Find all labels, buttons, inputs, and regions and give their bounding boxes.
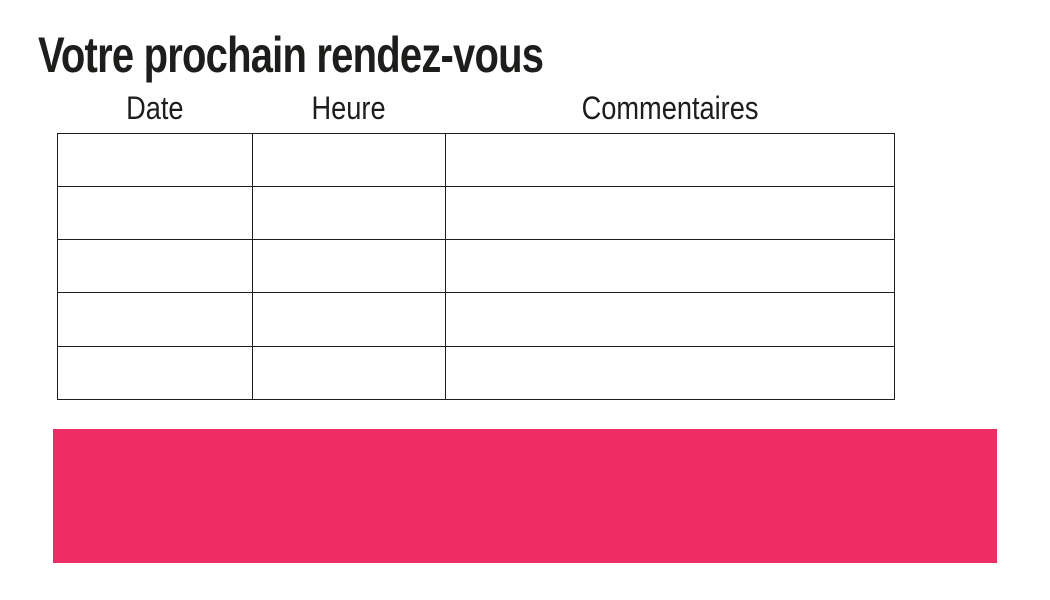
column-header-commentaires: Commentaires	[446, 90, 895, 133]
table-row	[57, 185, 895, 241]
table-body	[57, 132, 895, 400]
cell-commentaires	[445, 132, 895, 187]
appointments-table: Date Heure Commentaires	[57, 90, 895, 400]
column-header-heure: Heure	[253, 90, 446, 133]
cell-heure	[252, 132, 446, 187]
cell-commentaires	[445, 239, 895, 294]
table-row	[57, 239, 895, 294]
column-header-commentaires-label: Commentaires	[581, 89, 759, 126]
footer-accent-band	[53, 429, 997, 563]
cell-commentaires	[445, 345, 895, 400]
cell-date	[57, 292, 253, 347]
column-header-date: Date	[58, 90, 253, 133]
cell-commentaires	[445, 292, 895, 347]
cell-commentaires	[445, 185, 895, 241]
table-row	[57, 292, 895, 347]
column-header-heure-label: Heure	[311, 89, 387, 126]
cell-heure	[252, 185, 446, 241]
cell-heure	[252, 292, 446, 347]
column-header-date-label: Date	[126, 89, 184, 126]
cell-date	[57, 132, 253, 187]
cell-date	[57, 239, 253, 294]
table-row	[57, 132, 895, 187]
cell-date	[57, 345, 253, 400]
table-row	[57, 345, 895, 400]
table-header-row: Date Heure Commentaires	[58, 90, 895, 133]
page-title: Votre prochain rendez-vous	[38, 27, 544, 83]
cell-heure	[252, 345, 446, 400]
cell-date	[57, 185, 253, 241]
cell-heure	[252, 239, 446, 294]
